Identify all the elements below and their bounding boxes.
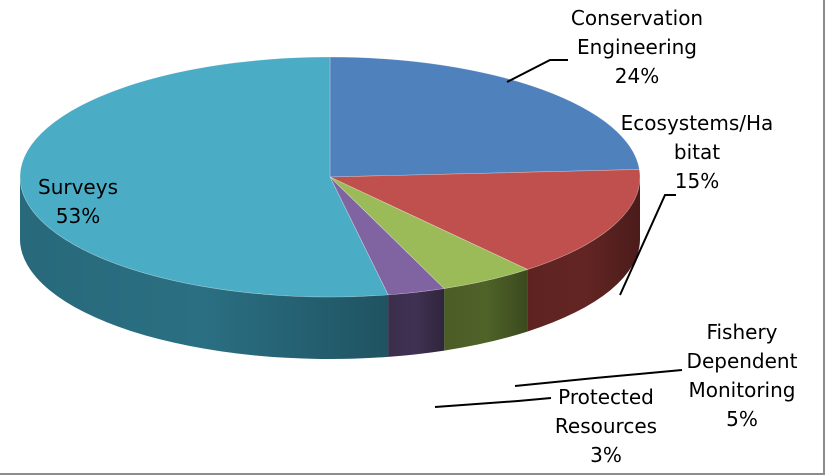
- data-label-line: Resources: [555, 414, 657, 438]
- data-label-line: 5%: [726, 407, 758, 431]
- pie-slice-conservation-engineering: [329, 56, 640, 178]
- pie-side-shade-surveys: [20, 177, 389, 359]
- pie-slice-ecosystems-habitat: [329, 169, 641, 270]
- pie-slice-fishery-dependent-monitoring: [329, 176, 529, 289]
- pie-slice-protected-resources: [329, 176, 445, 296]
- data-label-ecosystems-habitat: Ecosystems/Ha bitat 15%: [621, 111, 774, 193]
- leader-line-ecosystems-habitat: [619, 194, 676, 296]
- data-label-protected-resources: Protected Resources 3%: [555, 385, 657, 467]
- data-label-line: Ecosystems/Ha: [621, 111, 774, 135]
- data-label-line: Dependent: [687, 349, 798, 373]
- data-label-surveys: Surveys 53%: [38, 175, 118, 228]
- data-label-line: Engineering: [577, 35, 697, 59]
- data-label-line: Surveys: [38, 175, 118, 199]
- pie-side-shade-protected-resources: [388, 288, 445, 357]
- pie-side-shade-fishery-dependent-monitoring: [444, 269, 528, 351]
- data-label-line: Conservation: [571, 6, 703, 30]
- pie-side-shade-ecosystems-habitat: [527, 177, 640, 332]
- data-label-line: 3%: [590, 443, 622, 467]
- data-label-fishery-dependent-monitoring: Fishery Dependent Monitoring 5%: [687, 320, 798, 431]
- data-label-line: Protected: [558, 385, 654, 409]
- data-label-line: Fishery: [706, 320, 777, 344]
- leader-line-protected-resources: [434, 397, 552, 408]
- data-label-conservation-engineering: Conservation Engineering 24%: [571, 6, 703, 88]
- leader-line-conservation-engineering: [506, 59, 568, 83]
- leader-line-fishery-dependent-monitoring: [514, 369, 683, 387]
- pie-slice-surveys: [19, 56, 389, 298]
- data-label-line: 15%: [675, 169, 719, 193]
- data-label-line: 24%: [615, 64, 659, 88]
- data-label-line: bitat: [674, 140, 720, 164]
- data-label-line: Monitoring: [689, 378, 796, 402]
- data-label-line: 53%: [56, 204, 100, 228]
